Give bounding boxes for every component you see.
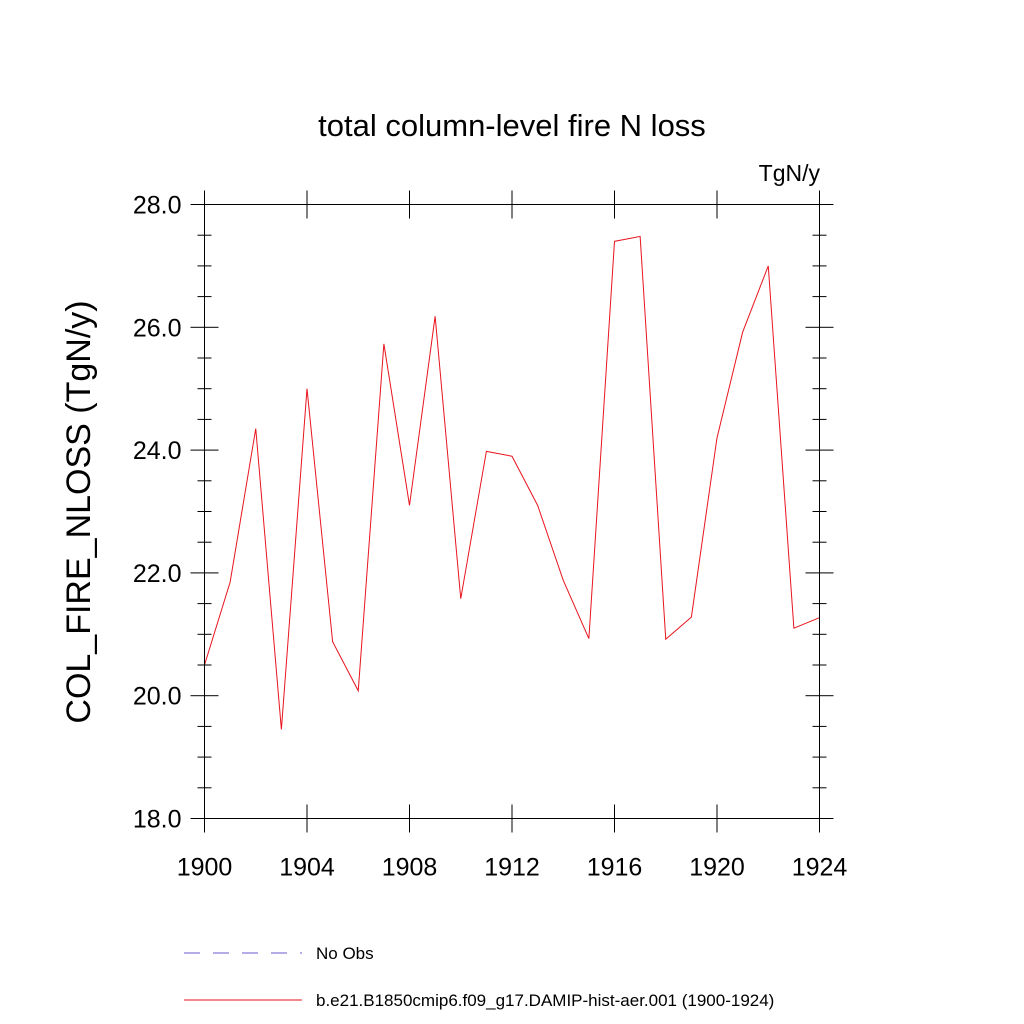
units-label: TgN/y (759, 160, 821, 186)
x-tick-label: 1916 (587, 854, 643, 882)
y-tick-label: 18.0 (133, 806, 182, 834)
x-tick-label: 1904 (279, 854, 335, 882)
x-tick-label: 1900 (177, 854, 233, 882)
legend-label: b.e21.B1850cmip6.f09_g17.DAMIP-hist-aer.… (316, 991, 774, 1010)
axis-ticks: 1900 1904 1908 1912 1916 1920 1924 18.0 20.0 22.0… (133, 190, 848, 882)
x-tick-label: 1920 (689, 854, 745, 882)
x-tick-label: 1908 (382, 854, 438, 882)
plot-frame (204, 204, 820, 819)
y-axis-label: COL_FIRE_NLOSS (TgN/y) (60, 300, 98, 723)
y-tick-label: 24.0 (133, 437, 182, 465)
series-line (204, 235, 820, 730)
x-tick-label: 1912 (484, 854, 540, 882)
y-tick-label: 22.0 (133, 560, 182, 588)
chart-title: total column-level fire N loss (318, 108, 706, 143)
legend: No Obs b.e21.B1850cmip6.f09_g17.DAMIP-his… (184, 944, 774, 1010)
y-tick-label: 26.0 (133, 314, 182, 342)
legend-label: No Obs (316, 944, 374, 963)
y-tick-label: 28.0 (133, 192, 182, 220)
series-layer (204, 235, 820, 730)
x-tick-label: 1924 (792, 854, 848, 882)
y-tick-label: 20.0 (133, 683, 182, 711)
